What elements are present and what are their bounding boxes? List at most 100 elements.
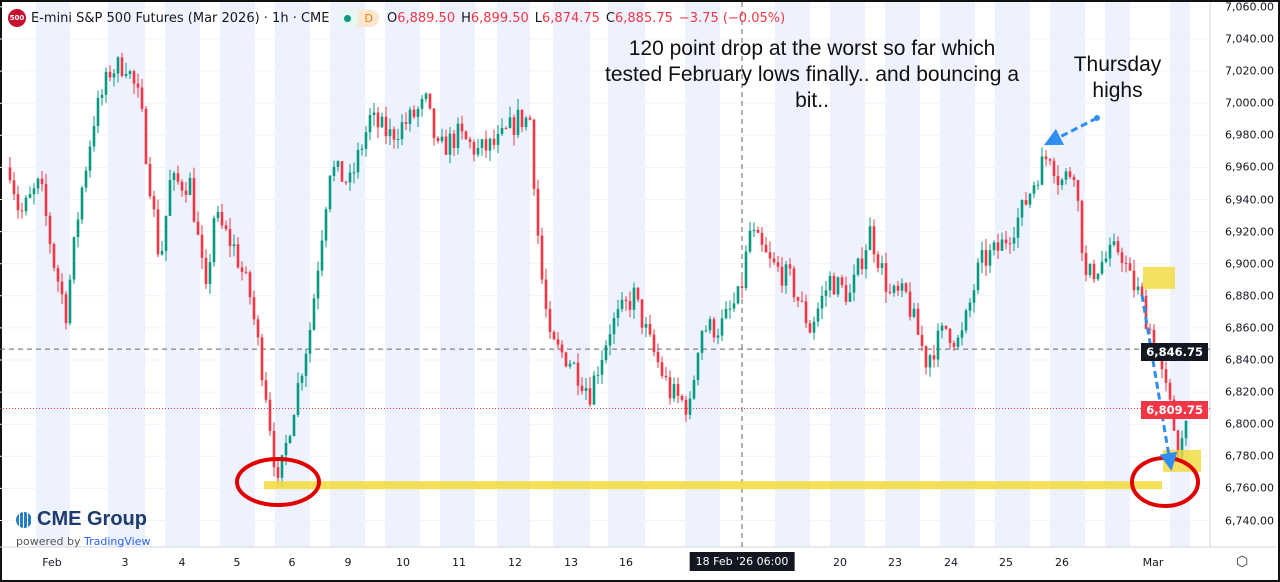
candle-body <box>312 298 316 330</box>
candle <box>568 359 572 369</box>
candle-body <box>724 308 728 319</box>
candle <box>488 137 492 161</box>
x-tick-label: Mar <box>1142 556 1164 569</box>
candle <box>240 261 244 281</box>
candle-body <box>116 57 120 74</box>
candle <box>180 179 184 197</box>
candle-body <box>972 290 976 303</box>
candle <box>232 234 236 257</box>
candle <box>20 202 24 219</box>
candle <box>964 308 968 334</box>
candle-body <box>900 283 904 291</box>
settings-icon[interactable]: ⬡ <box>1236 554 1249 570</box>
candle-body <box>1100 261 1104 274</box>
candle-body <box>16 194 20 211</box>
candle <box>576 353 580 396</box>
candle-body <box>156 209 160 255</box>
x-tick-label: 10 <box>396 556 410 569</box>
candle-body <box>384 116 388 137</box>
candle-body <box>868 226 872 251</box>
x-tick-label: 9 <box>344 556 352 569</box>
candle-body <box>760 232 764 245</box>
candle-body <box>728 308 732 310</box>
candle <box>344 180 348 186</box>
candle-body <box>1052 160 1056 176</box>
candle <box>928 353 932 377</box>
candle-body <box>124 73 128 76</box>
candle-body <box>28 194 32 198</box>
candle-body <box>532 119 536 189</box>
candle-body <box>284 443 288 456</box>
candle <box>908 282 912 321</box>
candle-body <box>460 123 464 132</box>
candle <box>976 258 980 295</box>
candle <box>756 226 760 234</box>
candle <box>40 171 44 192</box>
candle <box>740 276 744 298</box>
drop-arrow <box>1140 294 1178 471</box>
candle <box>440 128 444 144</box>
candle <box>1028 192 1032 209</box>
tradingview-link: TradingView <box>84 535 151 548</box>
candle <box>332 160 336 182</box>
candle <box>1096 273 1100 281</box>
candle <box>848 284 852 302</box>
candle <box>644 316 648 338</box>
thursday-annotation: Thursday highs <box>1073 53 1162 102</box>
candle-body <box>896 285 900 291</box>
candle-body <box>956 337 960 347</box>
candle <box>748 221 752 254</box>
candle <box>16 185 20 219</box>
y-tick-label: 6,760.00 <box>1225 481 1274 495</box>
candle <box>224 220 228 232</box>
symbol-title[interactable]: E-mini S&P 500 Futures (Mar 2026) · 1h ·… <box>31 10 330 26</box>
candle-body <box>932 355 936 360</box>
candle <box>148 156 152 199</box>
candle <box>788 257 792 276</box>
candle <box>580 377 584 395</box>
candle <box>388 118 392 145</box>
candle-body <box>232 244 236 247</box>
market-status[interactable]: D <box>337 9 379 27</box>
candle <box>288 434 292 444</box>
candle <box>104 67 108 103</box>
candle <box>532 118 536 196</box>
candle <box>264 372 268 404</box>
session-band <box>330 2 365 547</box>
candle <box>1088 263 1092 278</box>
x-tick-label: 3 <box>121 556 129 569</box>
candle <box>648 314 652 337</box>
candle-body <box>520 109 524 127</box>
candle-body <box>1020 200 1024 218</box>
candle <box>768 241 772 268</box>
candle-body <box>424 93 428 99</box>
y-tick-label: 6,940.00 <box>1225 193 1274 206</box>
candle <box>408 106 412 132</box>
x-tick-label: Feb <box>42 556 62 569</box>
candles <box>8 52 1188 487</box>
drop-annotation: 120 point drop at the worst so far which… <box>604 37 1019 112</box>
candle-body <box>484 139 488 151</box>
cme-logo[interactable]: CME Group powered by TradingView <box>16 508 150 548</box>
candle-body <box>204 257 208 285</box>
candle-body <box>500 128 504 134</box>
candle <box>560 340 564 358</box>
candle <box>744 245 748 291</box>
candle <box>80 185 84 225</box>
candle <box>96 90 100 134</box>
candle <box>312 293 316 331</box>
candle <box>852 264 856 302</box>
candle-body <box>564 352 568 367</box>
candle <box>824 280 828 307</box>
candle <box>172 171 176 191</box>
candle-body <box>572 362 576 364</box>
candle <box>108 65 112 82</box>
candle-body <box>876 254 880 268</box>
candle-body <box>200 234 204 258</box>
candle <box>1128 257 1132 271</box>
candle <box>192 167 196 224</box>
candle <box>692 375 696 400</box>
candle-body <box>808 323 812 333</box>
candle <box>292 414 296 437</box>
